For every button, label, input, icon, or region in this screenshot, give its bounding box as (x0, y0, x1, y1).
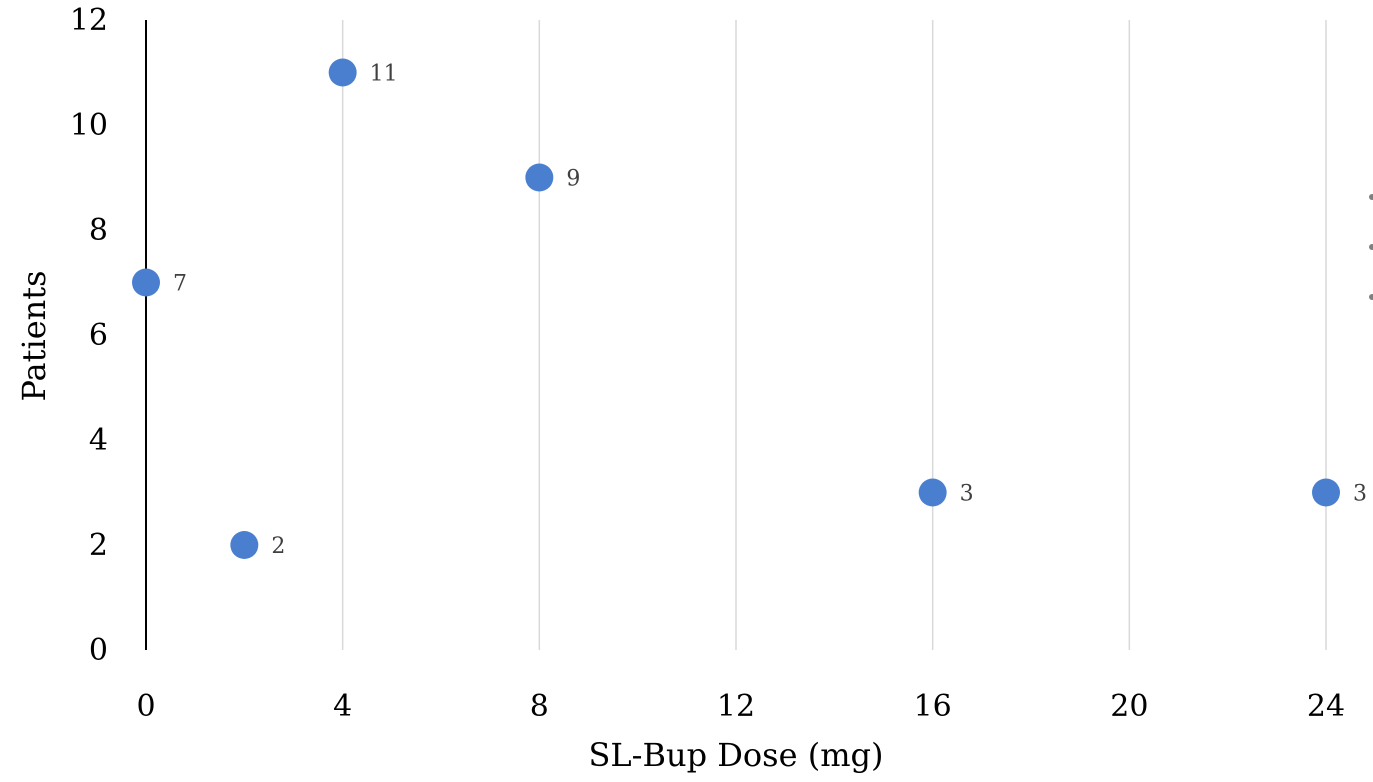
y-tick-label: 0 (89, 633, 108, 668)
legend-marker (1369, 294, 1373, 300)
data-label: 2 (271, 534, 285, 559)
x-tick-label: 16 (914, 689, 952, 724)
data-label: 9 (566, 167, 580, 192)
data-point (1312, 478, 1340, 507)
data-point (918, 478, 947, 507)
data-point (328, 58, 357, 87)
data-label: 3 (960, 482, 974, 507)
data-point (230, 531, 259, 559)
y-tick-label: 12 (70, 3, 108, 38)
data-label: 11 (370, 62, 398, 87)
x-tick-label: 24 (1307, 689, 1345, 724)
data-label: 7 (173, 272, 187, 297)
x-tick-label: 12 (717, 689, 755, 724)
x-tick-label: 4 (333, 689, 352, 724)
data-label: 3 (1353, 482, 1367, 507)
data-point (132, 268, 160, 297)
y-tick-label: 8 (89, 213, 108, 248)
y-tick-label: 2 (89, 528, 108, 563)
y-tick-label: 10 (70, 108, 108, 143)
legend-marker (1369, 194, 1373, 200)
data-points (132, 58, 1340, 559)
data-point (525, 163, 554, 192)
y-tick-label: 6 (89, 318, 108, 353)
legend-marker (1369, 244, 1373, 250)
x-axis-title: SL-Bup Dose (mg) (588, 736, 883, 774)
grid-lines (341, 20, 1327, 650)
y-tick-label: 4 (89, 423, 108, 458)
x-tick-label: 8 (530, 689, 549, 724)
y-axis-title: Patients (15, 270, 53, 401)
data-labels: 7 2 11 9 3 3 (173, 62, 1367, 560)
x-tick-label: 0 (136, 689, 155, 724)
legend (1369, 194, 1373, 300)
x-tick-label: 20 (1110, 689, 1148, 724)
